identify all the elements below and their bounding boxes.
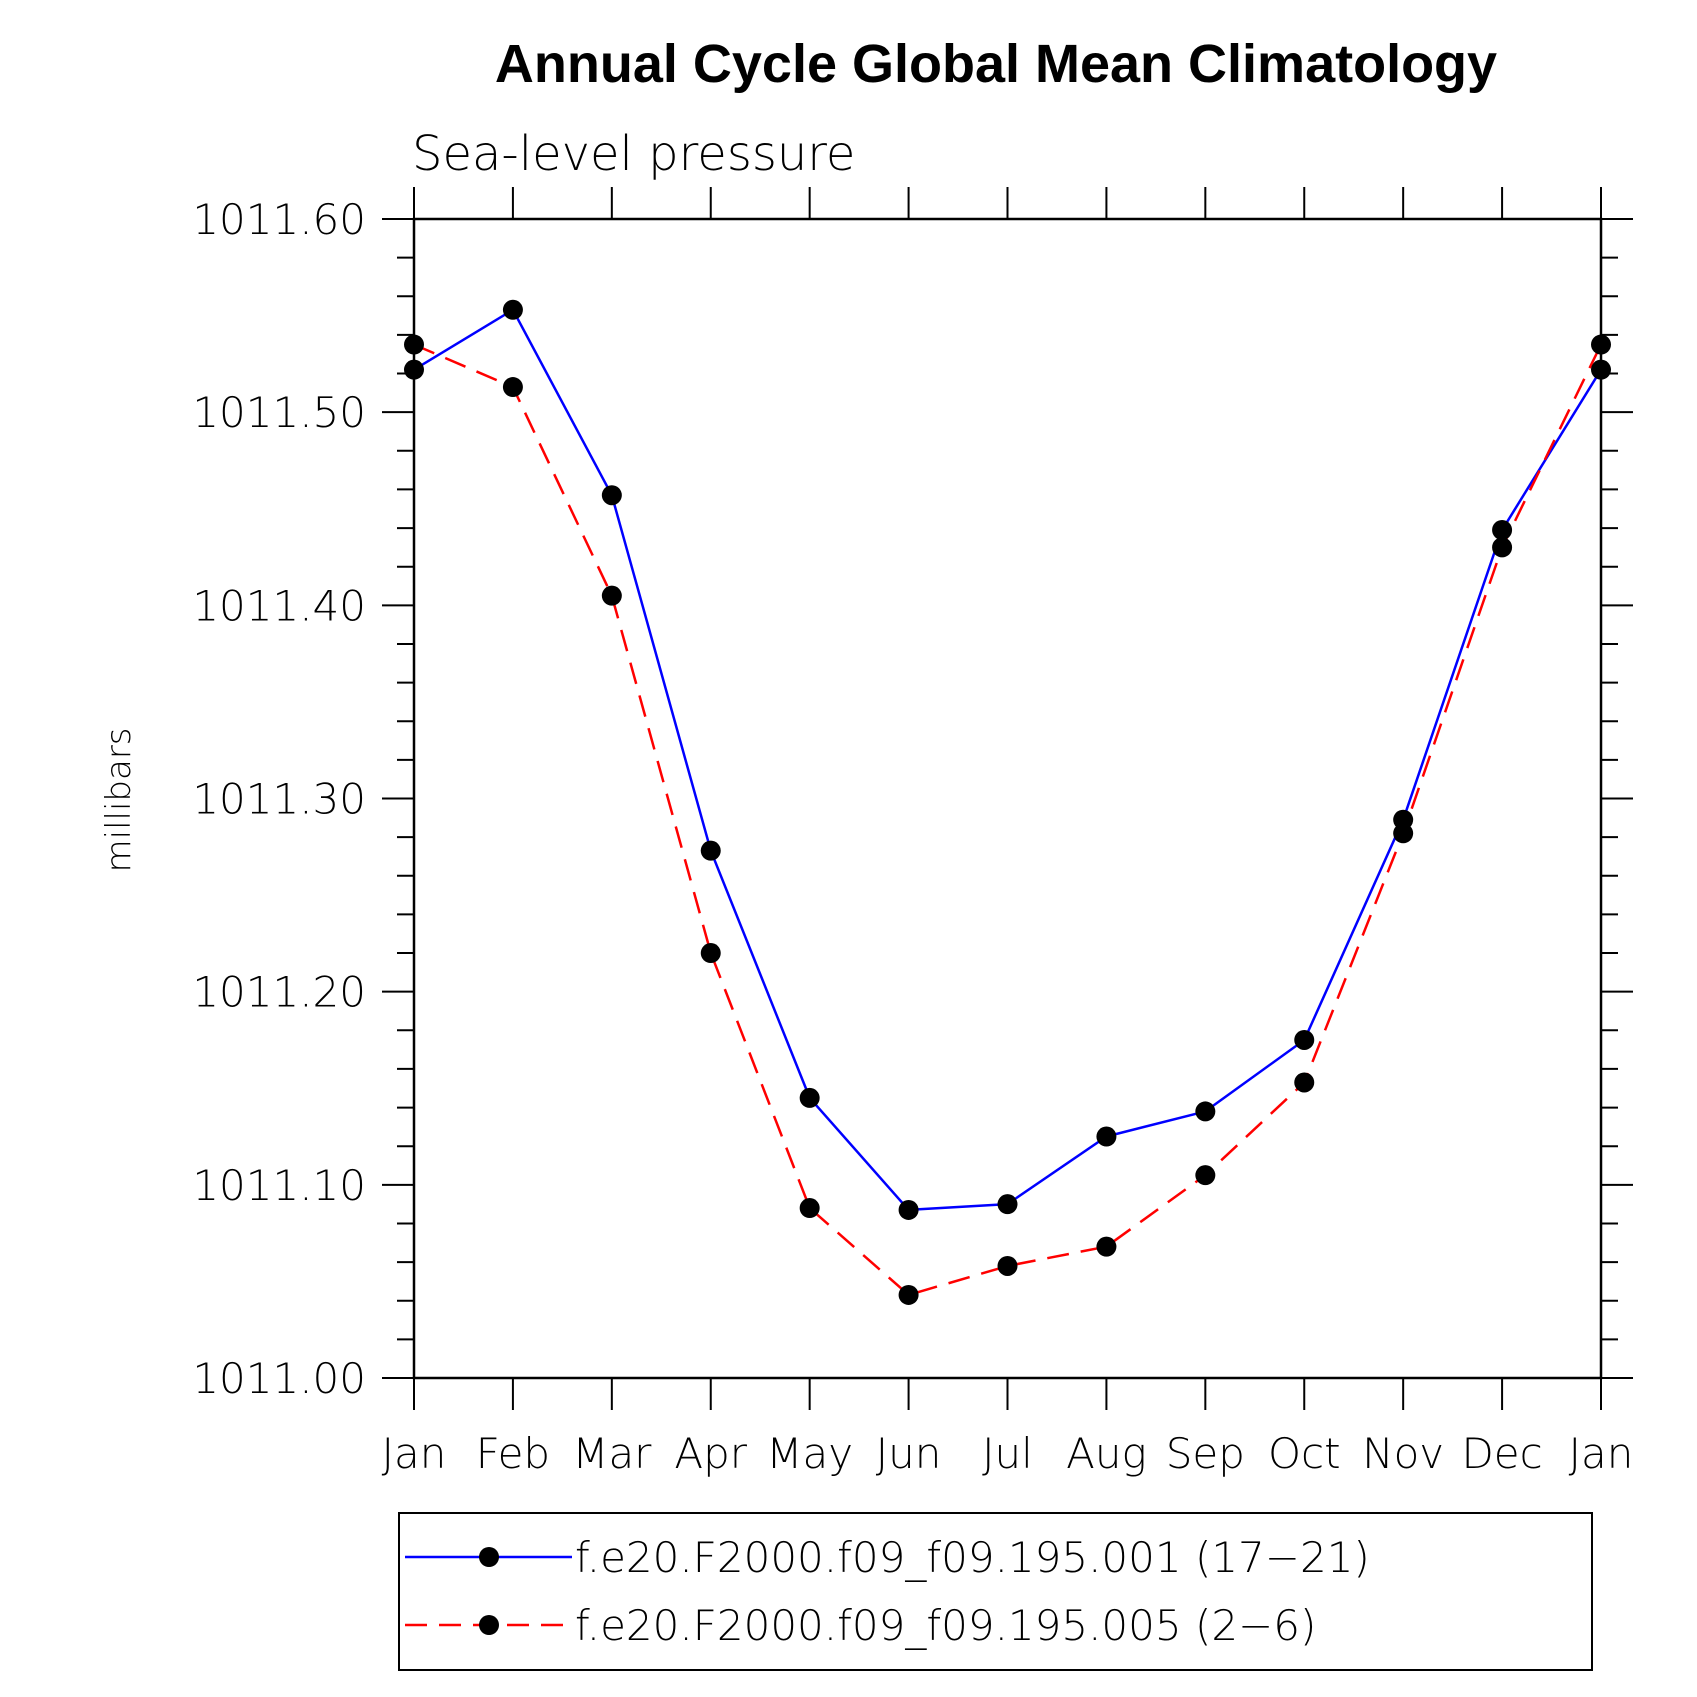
legend: f.e20.F2000.f09_f09.195.001 (17−21) f.e2… xyxy=(398,1512,1593,1671)
y-tick-label: 1011.20 xyxy=(192,968,366,1017)
y-tick-label: 1011.00 xyxy=(192,1354,366,1403)
chart-subtitle: Sea-level pressure xyxy=(412,126,855,182)
legend-swatch-marker-1 xyxy=(479,1547,499,1567)
x-tick-label: Apr xyxy=(674,1429,747,1478)
series-line-1 xyxy=(413,308,1603,1212)
series-line-2 xyxy=(413,343,1603,1297)
x-tick-label: Jan xyxy=(382,1429,447,1478)
x-tick-label: Aug xyxy=(1066,1429,1147,1478)
y-tick-label: 1011.30 xyxy=(192,775,366,824)
axis-ticks xyxy=(382,187,1633,1410)
series-2-point xyxy=(700,943,721,964)
legend-swatch-marker-2 xyxy=(479,1615,499,1635)
y-axis-label: millibars xyxy=(99,727,139,872)
series-1-point xyxy=(1492,519,1513,540)
series-layer xyxy=(404,299,1611,1305)
x-tick-labels: Jan Feb Mar Apr May Jun Jul Aug Sep Oct Nov Dec Jan xyxy=(382,1429,1634,1478)
series-1-point xyxy=(1195,1101,1216,1122)
legend-box xyxy=(398,1512,1593,1671)
series-2-point xyxy=(1096,1236,1117,1257)
series-1-point xyxy=(799,1087,820,1108)
series-2-point xyxy=(1195,1165,1216,1186)
legend-entry-1: f.e20.F2000.f09_f09.195.001 (17−21) xyxy=(575,1533,1370,1582)
series-2-point xyxy=(997,1255,1018,1276)
series-2-point xyxy=(601,585,622,606)
x-tick-label: Jan xyxy=(1569,1429,1634,1478)
series-1-point xyxy=(997,1194,1018,1215)
series-1-point xyxy=(601,485,622,506)
chart-title: Annual Cycle Global Mean Climatology xyxy=(495,34,1497,94)
plot-frame xyxy=(412,217,1603,1380)
series-2-point xyxy=(1492,537,1513,558)
x-tick-label: Jul xyxy=(982,1429,1033,1478)
x-tick-label: Jun xyxy=(876,1429,942,1478)
x-tick-label: Mar xyxy=(572,1429,652,1478)
y-tick-label: 1011.50 xyxy=(192,388,366,437)
series-2-point xyxy=(898,1284,919,1305)
series-2-point xyxy=(1294,1072,1315,1093)
x-tick-label: Feb xyxy=(476,1429,550,1478)
y-tick-label: 1011.60 xyxy=(192,195,366,244)
series-1-point xyxy=(700,840,721,861)
y-tick-label: 1011.40 xyxy=(192,581,366,630)
series-1-point xyxy=(1294,1029,1315,1050)
series-2-point xyxy=(799,1198,820,1219)
series-1-point xyxy=(502,299,523,320)
series-1-point xyxy=(898,1199,919,1220)
x-tick-label: Oct xyxy=(1268,1429,1341,1478)
x-tick-label: Sep xyxy=(1166,1429,1245,1478)
legend-entry-2: f.e20.F2000.f09_f09.195.005 (2−6) xyxy=(575,1601,1316,1650)
x-tick-label: May xyxy=(766,1429,853,1478)
y-tick-label: 1011.10 xyxy=(192,1161,366,1210)
series-2-point xyxy=(502,377,523,398)
series-2-point xyxy=(1393,823,1414,844)
x-tick-label: Nov xyxy=(1362,1429,1444,1478)
y-tick-labels: 1011.00 1011.10 1011.20 1011.30 1011.40 1011.… xyxy=(192,195,366,1403)
x-tick-label: Dec xyxy=(1461,1429,1542,1478)
series-1-point xyxy=(1096,1126,1117,1147)
